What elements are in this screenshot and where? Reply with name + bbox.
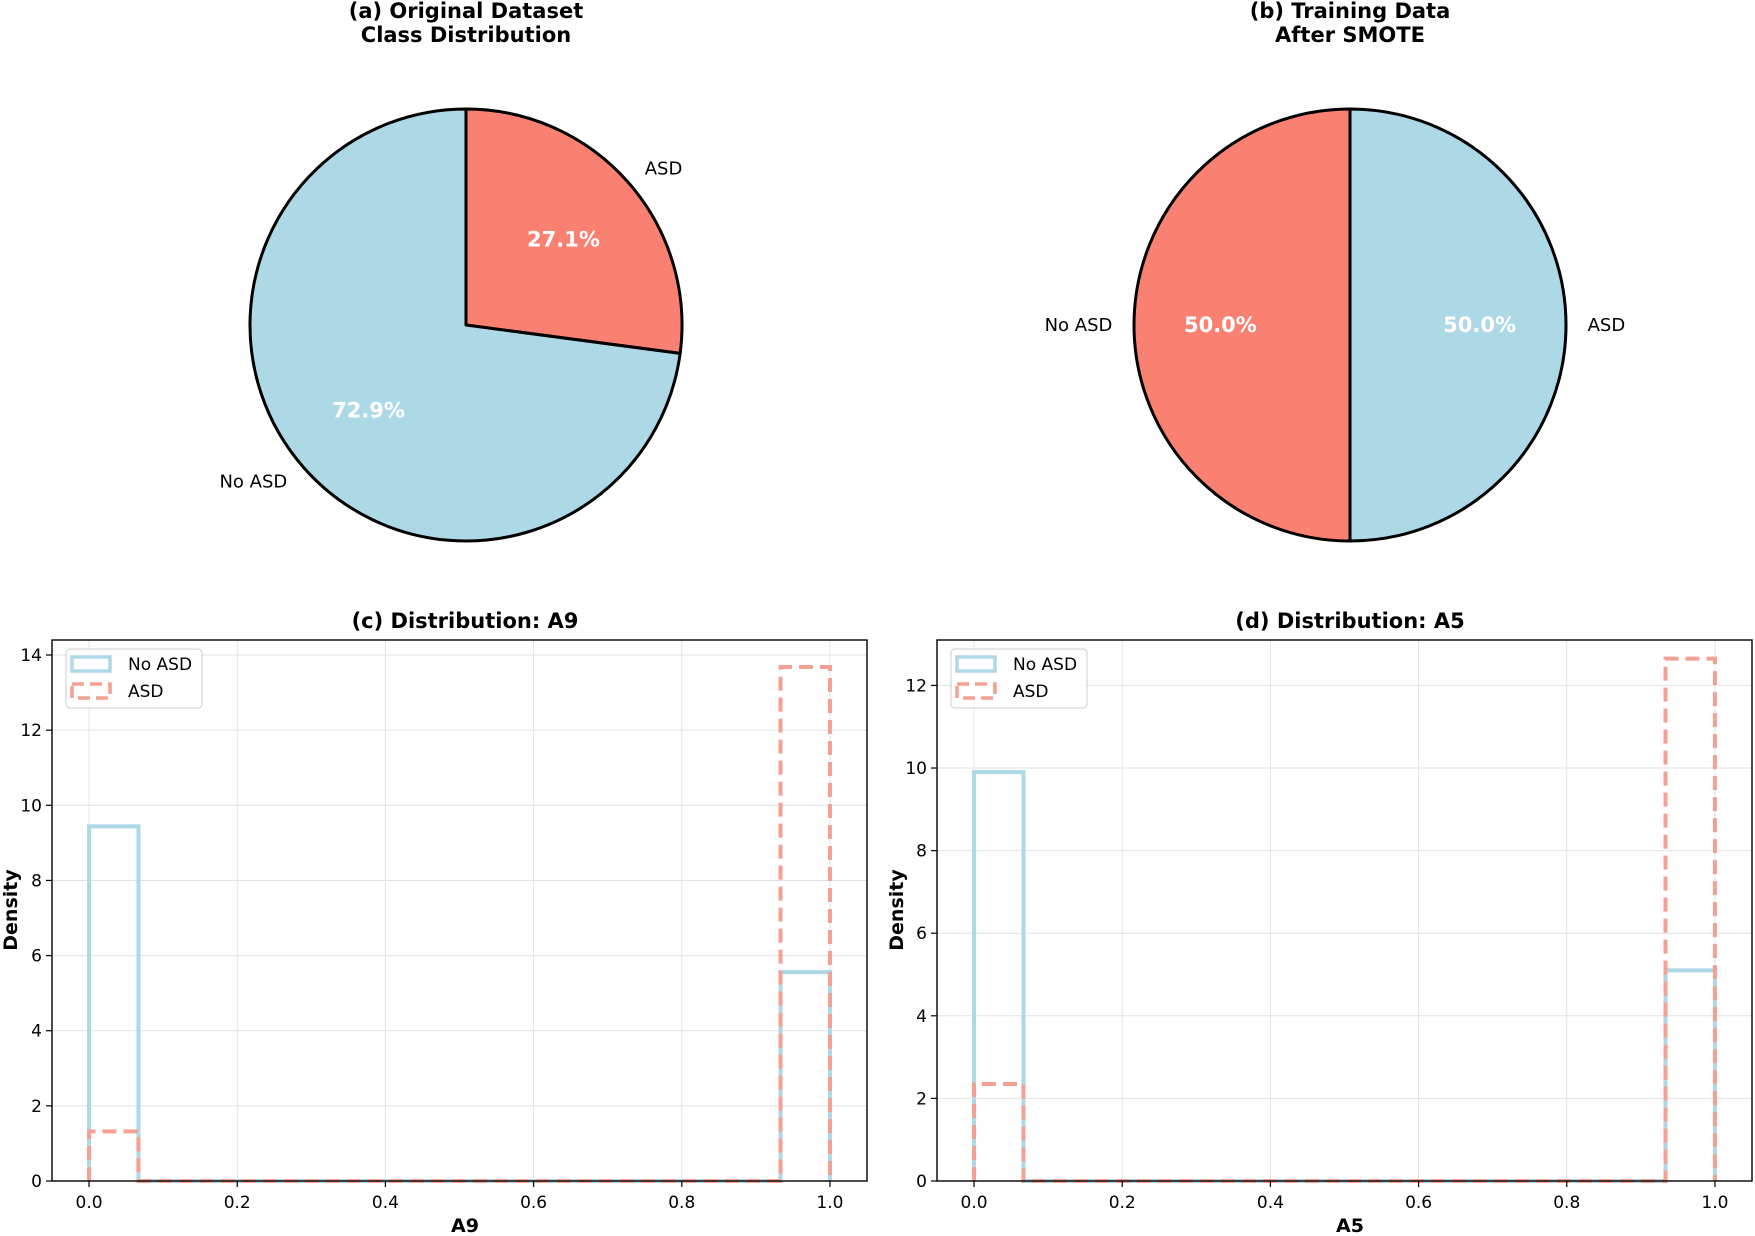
pie-a-slice-asd [464, 107, 684, 355]
panel-c-ytick-label: 0 [31, 1172, 42, 1192]
pie-a-slices [248, 107, 684, 543]
pie-b-pct-asd: 50.0% [1443, 313, 1516, 337]
panel-c-legend: No ASD ASD [65, 648, 203, 709]
panel-c-xtick-label: 0.2 [224, 1193, 251, 1213]
panel-b-title-line-1: (b) Training Data [1250, 0, 1451, 23]
panel-d-legend: No ASD ASD [950, 648, 1088, 709]
pie-a-pct-no-asd: 72.9% [332, 398, 405, 422]
panel-c-ylabel: Density [0, 869, 22, 951]
panel-d-legend-box [950, 648, 1088, 709]
panel-d-legend-swatch-no-asd [955, 655, 997, 673]
panel-c-legend-label-asd: ASD [128, 682, 164, 702]
panel-c-xtick-label: 1.0 [816, 1193, 843, 1213]
pie-a-pct-asd: 27.1% [527, 228, 600, 252]
panel-c-legend-swatch-asd [70, 682, 112, 700]
panel-d-ytick-label: 6 [916, 924, 927, 944]
pie-a-label-asd: ASD [645, 158, 683, 179]
pie-b-slice-asd [1348, 107, 1568, 543]
panel-d-xlabel: A5 [1336, 1215, 1364, 1236]
panel-c-ytick-label: 2 [31, 1097, 42, 1117]
panel-c-xtick-label: 0.8 [668, 1193, 695, 1213]
panel-d-ticks: 0.0 0.2 0.4 0.6 0.8 1.0 0 2 4 6 8 10 12 [905, 676, 1728, 1213]
panel-d-legend-label-asd: ASD [1013, 682, 1049, 702]
panel-c-xlabel: A9 [451, 1215, 479, 1236]
panel-d-xtick-label: 0.4 [1257, 1193, 1284, 1213]
pie-b-label-no-asd: No ASD [1045, 315, 1113, 336]
panel-d-title: (d) Distribution: A5 [1235, 609, 1464, 633]
panel-c-ytick-label: 4 [31, 1022, 42, 1042]
panel-c-ytick-label: 10 [20, 796, 42, 816]
panel-d-xtick-label: 0.2 [1109, 1193, 1136, 1213]
pie-a-label-no-asd: No ASD [219, 472, 287, 493]
panel-d-xtick-label: 0.6 [1405, 1193, 1432, 1213]
panel-d: (d) Distribution: A5 0.0 0.2 0.4 0.6 0.8 1.00… [886, 609, 1753, 1236]
panel-b: (b) Training Data After SMOTE ASD No ASD… [1045, 0, 1626, 543]
panel-d-axes-frame [936, 639, 1753, 1182]
panel-d-ytick-label: 10 [905, 759, 927, 779]
panel-d-ylabel: Density [886, 869, 908, 951]
panel-d-ytick-label: 0 [916, 1172, 927, 1192]
panel-c-title: (c) Distribution: A9 [352, 609, 579, 633]
panel-c-xtick-label: 0.6 [520, 1193, 547, 1213]
panel-d-legend-label-no-asd: No ASD [1013, 655, 1077, 675]
panel-d-xtick-label: 0.8 [1553, 1193, 1580, 1213]
panel-c-axes-frame [51, 639, 868, 1182]
panel-a-title-line-1: (a) Original Dataset [349, 0, 584, 23]
panel-c-xtick-label: 0.4 [372, 1193, 399, 1213]
pie-b-slices [1132, 107, 1568, 543]
panel-c-ticks: 0.0 0.2 0.4 0.6 0.8 1.0 0 2 4 6 8 10 12 14 [20, 646, 843, 1213]
panel-c-legend-box [65, 648, 203, 709]
panel-d-xtick-label: 1.0 [1701, 1193, 1728, 1213]
panel-c: (c) Distribution: A9 0.0 0.2 0.4 0.6 0.8 1.00… [0, 609, 868, 1236]
panel-c-ytick-label: 14 [20, 646, 42, 666]
panel-c-legend-label-no-asd: No ASD [128, 655, 192, 675]
panel-c-legend-swatch-no-asd [70, 655, 112, 673]
panel-d-ytick-label: 8 [916, 842, 927, 862]
pie-b-slice-no-asd [1132, 107, 1352, 543]
panel-d-ytick-label: 4 [916, 1007, 927, 1027]
pie-b-label-asd: ASD [1588, 315, 1626, 336]
pie-b-pct-no-asd: 50.0% [1184, 313, 1257, 337]
panel-c-ytick-label: 12 [20, 721, 42, 741]
panel-b-title-line-2: After SMOTE [1275, 23, 1425, 47]
panel-d-xtick-label: 0.0 [961, 1193, 988, 1213]
panel-d-ytick-label: 12 [905, 676, 927, 696]
panel-a-title-line-2: Class Distribution [361, 23, 571, 47]
panel-c-xtick-label: 0.0 [76, 1193, 103, 1213]
panel-a: (a) Original Dataset Class Distribution … [219, 0, 684, 543]
panel-c-ytick-label: 8 [31, 871, 42, 891]
pie-a-slice-no-asd [248, 107, 682, 543]
panel-d-ytick-label: 2 [916, 1089, 927, 1109]
panel-c-ytick-label: 6 [31, 947, 42, 967]
panel-d-legend-swatch-asd [955, 682, 997, 700]
